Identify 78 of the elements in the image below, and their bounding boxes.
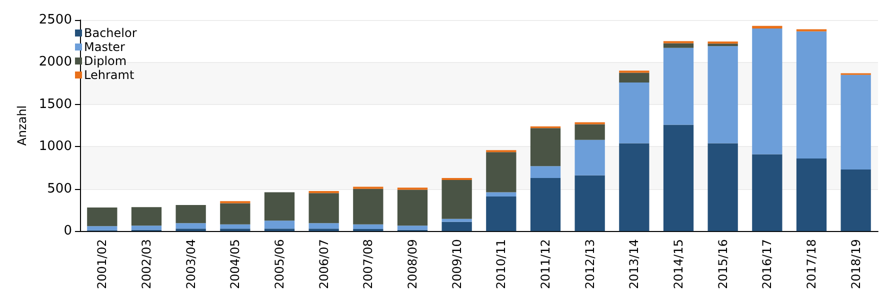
bar <box>397 190 428 226</box>
bar <box>220 203 250 224</box>
x-tick-label: 2013/14 <box>627 239 642 290</box>
legend-label: Diplom <box>84 54 127 68</box>
y-tick-label: 2000 <box>38 54 72 70</box>
x-tick-label: 2008/09 <box>405 239 420 290</box>
bar <box>264 220 295 229</box>
x-tick-label: 2014/15 <box>671 239 686 290</box>
y-tick-label: 0 <box>64 224 72 239</box>
bar <box>663 43 694 48</box>
x-tick-label: 2017/18 <box>804 239 818 290</box>
bar <box>486 196 516 232</box>
bar <box>176 223 206 229</box>
bar <box>530 166 561 178</box>
bar <box>619 143 650 232</box>
x-tick-label: 2002/03 <box>139 239 154 290</box>
legend-label: Master <box>84 40 126 54</box>
y-tick-label: 1000 <box>38 139 72 154</box>
x-tick-label: 2004/05 <box>228 239 242 290</box>
bar <box>397 226 428 230</box>
bar <box>442 178 472 180</box>
bar <box>442 222 472 232</box>
bar <box>752 28 782 154</box>
bar <box>574 124 605 140</box>
x-tick-label: 2001/02 <box>95 239 110 290</box>
bar <box>264 228 295 232</box>
y-tick-label: 2500 <box>38 12 72 28</box>
x-tick-label: 2010/11 <box>494 239 508 290</box>
x-tick-label: 2006/07 <box>316 239 331 290</box>
bar <box>442 180 472 219</box>
x-tick-label: 2007/08 <box>361 239 376 290</box>
bar <box>131 226 162 230</box>
bar <box>708 46 738 144</box>
bar <box>220 224 250 229</box>
x-tick-label: 2009/10 <box>450 239 464 290</box>
bar <box>353 188 384 224</box>
bar <box>840 169 871 232</box>
bar <box>796 158 827 232</box>
bar <box>708 44 738 46</box>
bar <box>752 26 782 28</box>
bar <box>220 228 250 232</box>
bar <box>87 226 118 230</box>
bar <box>486 192 516 197</box>
bar <box>308 223 339 229</box>
bar <box>708 143 738 232</box>
bar <box>176 228 206 232</box>
x-tick-label: 2012/13 <box>582 239 597 290</box>
bar <box>619 72 650 82</box>
x-tick-label: 2003/04 <box>184 239 198 290</box>
bar <box>308 193 339 224</box>
bar <box>752 154 782 232</box>
bar <box>87 208 118 226</box>
bar <box>796 31 827 159</box>
bar <box>840 74 871 170</box>
legend-label: Bachelor <box>84 26 137 40</box>
bar <box>530 178 561 232</box>
bar <box>619 82 650 144</box>
x-tick-label: 2015/16 <box>716 239 730 290</box>
x-tick-label: 2005/06 <box>272 239 286 290</box>
bar <box>131 207 162 226</box>
legend-label: Lehramt <box>84 68 134 82</box>
bar <box>663 48 694 125</box>
bar <box>353 224 384 230</box>
y-axis-title: Anzahl <box>15 105 29 146</box>
bar <box>486 152 516 192</box>
bar <box>176 204 206 224</box>
bar <box>574 175 605 232</box>
bar <box>308 228 339 232</box>
x-tick-label: 2016/17 <box>760 239 774 290</box>
y-tick-label: 500 <box>47 181 72 196</box>
bar <box>663 124 694 232</box>
bar <box>264 192 295 221</box>
x-tick-label: 2018/19 <box>848 239 863 290</box>
bar <box>442 218 472 222</box>
y-tick-label: 1500 <box>38 96 72 112</box>
x-tick-label: 2011/12 <box>538 239 552 290</box>
bar <box>574 140 605 176</box>
bar <box>530 128 561 166</box>
